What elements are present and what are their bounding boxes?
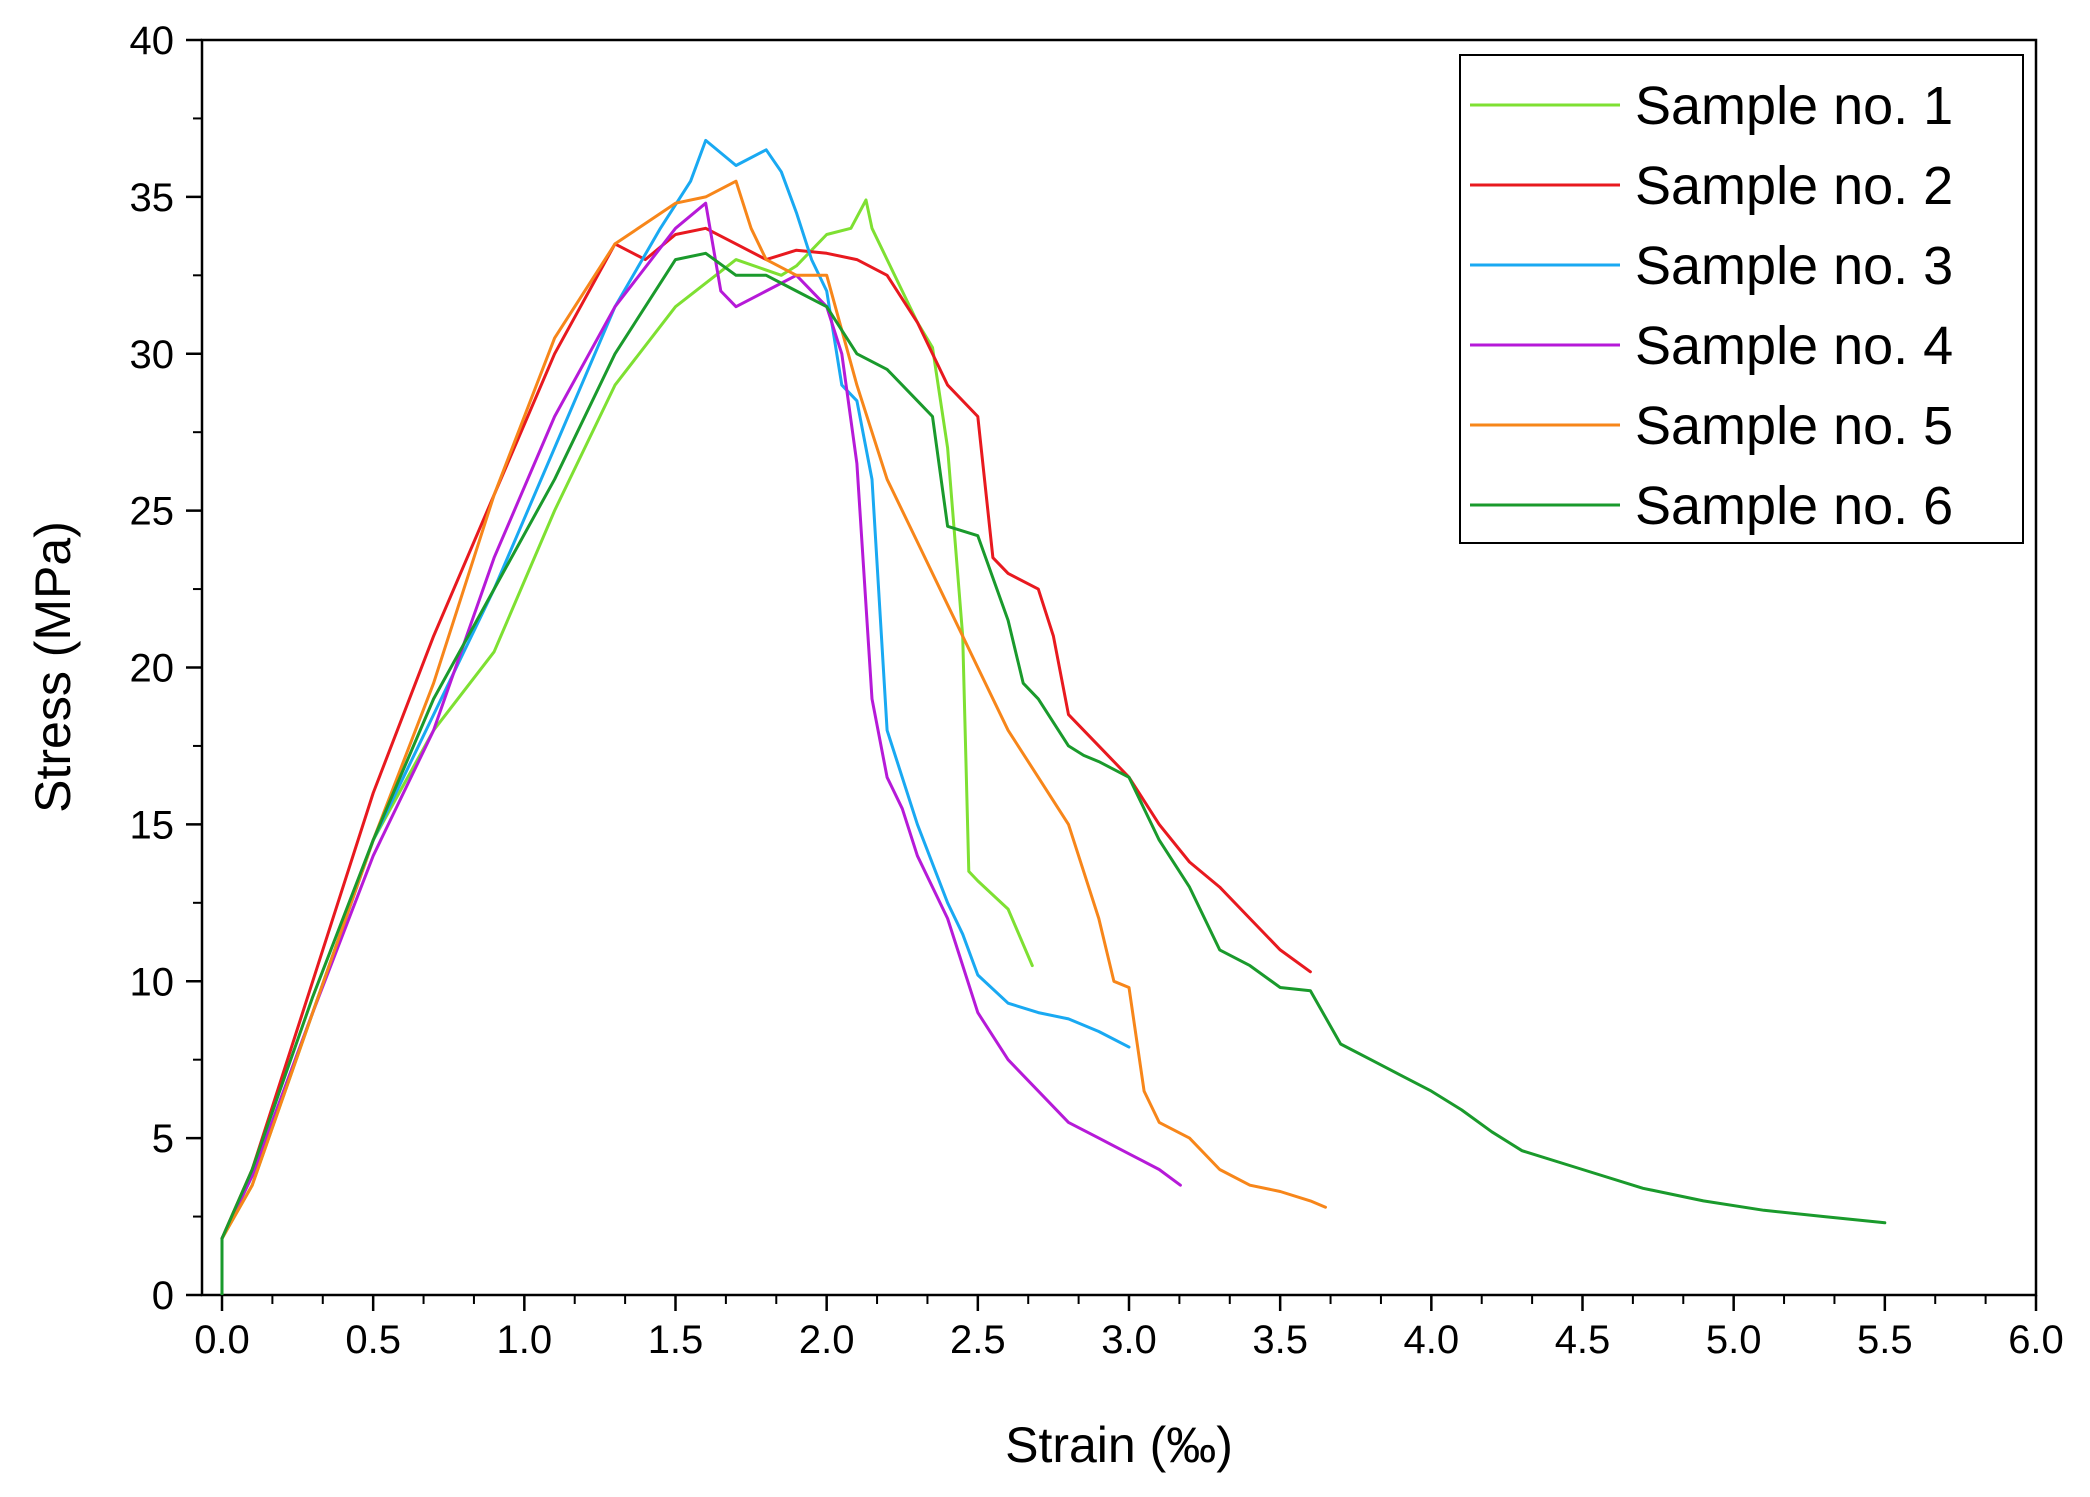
x-tick-label: 1.0 [497, 1318, 553, 1362]
series-lines [220, 138, 1887, 1295]
series-line-sample-2 [220, 226, 1312, 1240]
x-axis-ticks: 0.0 0.5 1.0 1.5 2.0 2.5 3.0 3.5 4.0 4.5 5.0 5.5 6.0 [194, 1295, 2064, 1362]
y-tick-label: 30 [130, 333, 175, 377]
y-axis-title: Stress (MPa) [25, 521, 81, 813]
y-tick-label: 15 [130, 803, 175, 847]
x-tick-label: 3.5 [1252, 1318, 1308, 1362]
y-tick-label: 5 [152, 1117, 174, 1161]
y-tick-label: 20 [130, 647, 175, 691]
x-tick-label: 0.0 [194, 1318, 250, 1362]
x-tick-label: 3.0 [1101, 1318, 1157, 1362]
series-line-sample-1 [220, 198, 1034, 1240]
y-tick-label: 0 [152, 1274, 174, 1318]
legend-box [1459, 54, 2024, 544]
x-tick-label: 0.5 [345, 1318, 401, 1362]
x-tick-label: 5.5 [1857, 1318, 1913, 1362]
y-tick-label: 10 [130, 960, 175, 1004]
legend-label-sample-3: Sample no. 3 [1635, 236, 1953, 296]
x-axis-title: Strain (‰) [1005, 1417, 1233, 1473]
x-tick-label: 2.0 [799, 1318, 855, 1362]
x-tick-label: 5.0 [1706, 1318, 1762, 1362]
legend-label-sample-6: Sample no. 6 [1635, 476, 1953, 536]
series-line-sample-5 [220, 179, 1327, 1240]
y-tick-label: 35 [130, 176, 175, 220]
series-line-sample-6 [220, 251, 1887, 1240]
y-axis-ticks: 0 5 10 15 20 25 30 35 40 [130, 19, 202, 1318]
series-line-sample-4 [220, 201, 1182, 1240]
legend-label-sample-5: Sample no. 5 [1635, 396, 1953, 456]
legend-label-sample-4: Sample no. 4 [1635, 316, 1953, 376]
x-tick-label: 4.0 [1404, 1318, 1460, 1362]
x-tick-label: 6.0 [2008, 1318, 2064, 1362]
legend: Sample no. 1 Sample no. 2 Sample no. 3 Samp… [1459, 54, 2024, 544]
y-tick-label: 25 [130, 490, 175, 534]
y-tick-label: 40 [130, 19, 175, 63]
legend-label-sample-2: Sample no. 2 [1635, 156, 1953, 216]
x-tick-label: 2.5 [950, 1318, 1006, 1362]
x-tick-label: 1.5 [648, 1318, 704, 1362]
legend-label-sample-1: Sample no. 1 [1635, 76, 1953, 136]
x-tick-label: 4.5 [1555, 1318, 1611, 1362]
